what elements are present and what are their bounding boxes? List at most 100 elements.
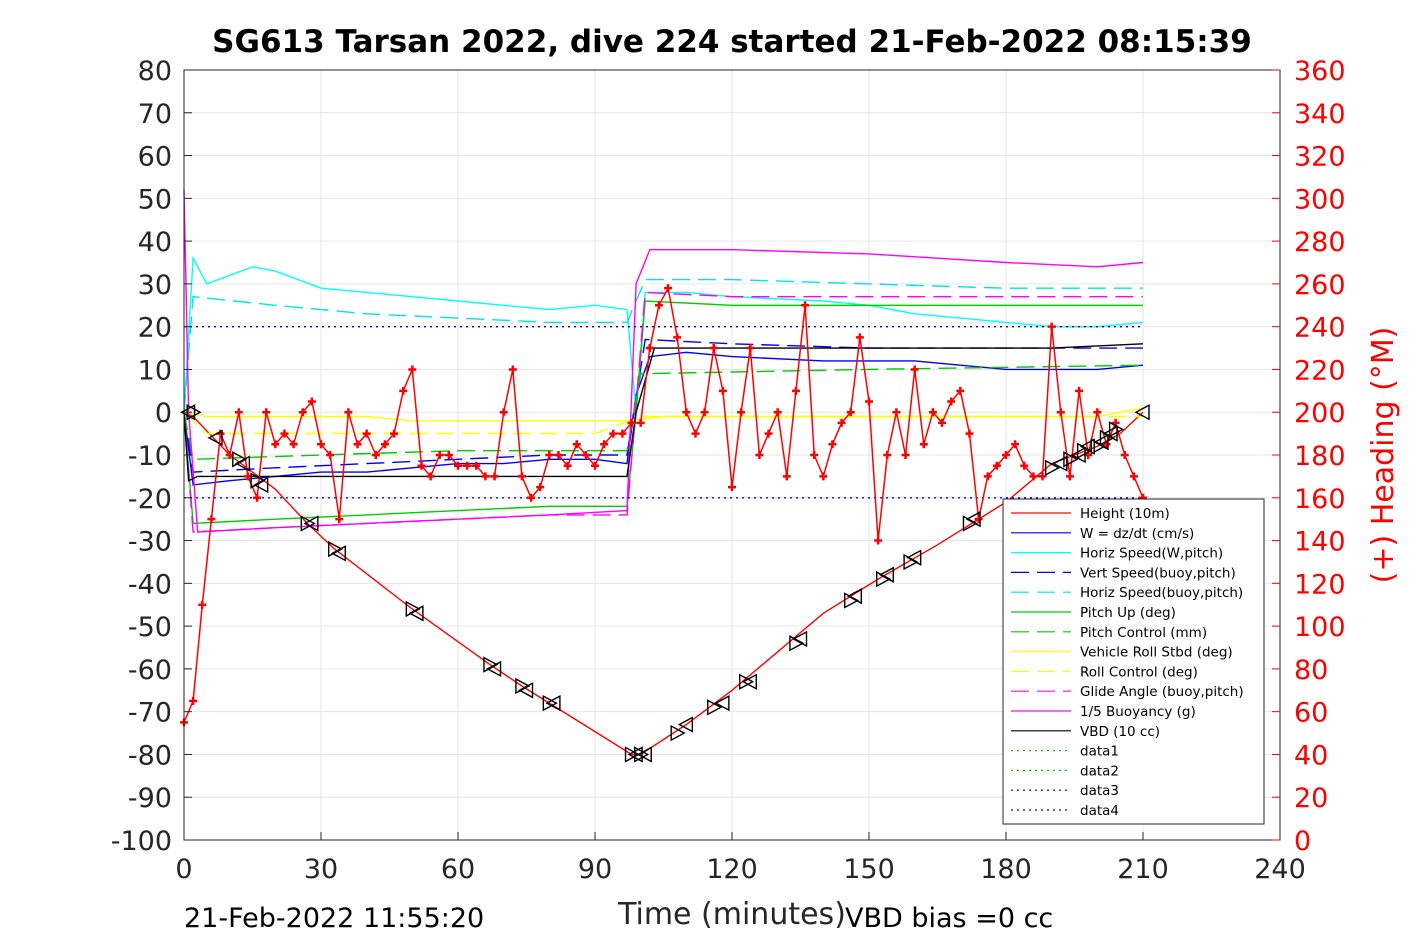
heading-point bbox=[444, 451, 453, 459]
heading-point bbox=[581, 451, 590, 459]
heading-point bbox=[782, 472, 791, 481]
heading-point bbox=[627, 418, 636, 427]
y-tick-label: 40 bbox=[138, 227, 172, 258]
heading-point bbox=[773, 408, 782, 417]
x-tick-label: 90 bbox=[578, 854, 612, 885]
dive-marker bbox=[741, 673, 757, 690]
y-tick-label: -20 bbox=[128, 484, 172, 515]
heading-point bbox=[810, 451, 819, 459]
heading-point bbox=[490, 472, 499, 481]
dive-marker bbox=[518, 682, 534, 699]
heading-point bbox=[234, 408, 243, 417]
dive-marker bbox=[207, 429, 223, 447]
series-line-2 bbox=[183, 351, 1144, 486]
heading-point bbox=[298, 408, 307, 417]
heading-point bbox=[791, 386, 800, 395]
heading-point bbox=[353, 440, 362, 449]
heading-point bbox=[664, 284, 673, 293]
dive-marker bbox=[250, 472, 266, 489]
dive-marker bbox=[330, 545, 346, 562]
heading-point bbox=[865, 397, 873, 406]
dive-marker bbox=[1102, 425, 1118, 442]
y2-tick-label: 180 bbox=[1294, 441, 1346, 472]
dive-marker bbox=[405, 600, 421, 618]
dive-marker bbox=[962, 515, 978, 532]
dive-marker bbox=[486, 660, 502, 678]
heading-point bbox=[417, 461, 426, 470]
heading-point bbox=[947, 397, 956, 406]
heading-point bbox=[874, 536, 883, 545]
heading-point bbox=[545, 451, 554, 459]
heading-point bbox=[718, 386, 727, 395]
dive-marker bbox=[300, 515, 316, 532]
legend-label: Vert Speed(buoy,pitch) bbox=[1080, 565, 1236, 581]
dive-marker bbox=[636, 746, 652, 763]
heading-point bbox=[572, 440, 581, 449]
heading-point bbox=[919, 440, 928, 449]
heading-point bbox=[910, 365, 919, 374]
legend-label: Pitch Control (mm) bbox=[1080, 625, 1207, 641]
dive-marker bbox=[789, 635, 805, 652]
footer-timestamp: 21-Feb-2022 11:55:20 bbox=[184, 903, 484, 934]
heading-point bbox=[253, 493, 262, 502]
heading-point bbox=[472, 461, 481, 470]
legend-label: data2 bbox=[1080, 763, 1119, 779]
y-tick-label: 60 bbox=[138, 142, 172, 173]
heading-point bbox=[1129, 472, 1138, 481]
heading-point bbox=[654, 301, 663, 310]
legend-label: Pitch Up (deg) bbox=[1080, 605, 1176, 621]
heading-point bbox=[335, 515, 344, 524]
y2-tick-label: 100 bbox=[1294, 612, 1346, 643]
x-tick-label: 30 bbox=[304, 854, 338, 885]
heading-point bbox=[764, 429, 773, 438]
dive-marker bbox=[1108, 421, 1125, 438]
marker-layer bbox=[180, 404, 1150, 763]
legend-label: Vehicle Roll Stbd (deg) bbox=[1080, 645, 1233, 661]
heading-point bbox=[828, 440, 837, 449]
heading-point bbox=[1075, 386, 1084, 395]
dive-marker bbox=[670, 724, 686, 742]
y-tick-label: 50 bbox=[138, 184, 172, 215]
dive-marker bbox=[844, 592, 860, 609]
legend-label: 1/5 Buoyancy (g) bbox=[1080, 704, 1196, 720]
x-tick-label: 180 bbox=[980, 854, 1032, 885]
dive-marker bbox=[1093, 433, 1109, 451]
heading-point bbox=[901, 451, 910, 459]
series-line-7 bbox=[183, 364, 1144, 461]
heading-point bbox=[645, 344, 654, 353]
y2-tick-label: 300 bbox=[1294, 184, 1346, 215]
heading-point bbox=[1020, 461, 1029, 470]
y-tick-label: -100 bbox=[111, 826, 172, 857]
heading-point bbox=[408, 365, 417, 374]
heading-point bbox=[517, 472, 526, 481]
heading-point bbox=[728, 483, 736, 492]
heading-point bbox=[1065, 472, 1074, 481]
legend-label: data1 bbox=[1080, 744, 1119, 760]
heading-point bbox=[846, 408, 855, 417]
dive-marker bbox=[1079, 438, 1095, 455]
heading-point bbox=[1120, 451, 1129, 459]
x-tick-label: 60 bbox=[441, 854, 475, 885]
x-tick-label: 0 bbox=[175, 854, 192, 885]
heading-point bbox=[198, 600, 207, 609]
heading-point bbox=[262, 408, 271, 417]
legend-label: W = dz/dt (cm/s) bbox=[1080, 526, 1194, 542]
heading-line bbox=[183, 285, 1144, 723]
heading-point bbox=[380, 440, 389, 449]
footer-vbd-bias: VBD bias =0 cc bbox=[845, 903, 1053, 934]
heading-point bbox=[837, 418, 846, 427]
dive-marker bbox=[1076, 442, 1093, 459]
heading-point bbox=[956, 386, 965, 395]
dive-marker bbox=[303, 515, 319, 532]
y-tick-label: -40 bbox=[128, 569, 172, 600]
y-tick-label: -60 bbox=[128, 655, 172, 686]
heading-point bbox=[1029, 472, 1038, 481]
heading-point bbox=[1011, 440, 1020, 449]
heading-point bbox=[536, 483, 545, 492]
heading-point bbox=[600, 440, 609, 449]
y2-tick-label: 0 bbox=[1294, 826, 1311, 857]
heading-point bbox=[983, 472, 992, 481]
heading-point bbox=[801, 301, 810, 310]
heading-point bbox=[755, 451, 764, 459]
